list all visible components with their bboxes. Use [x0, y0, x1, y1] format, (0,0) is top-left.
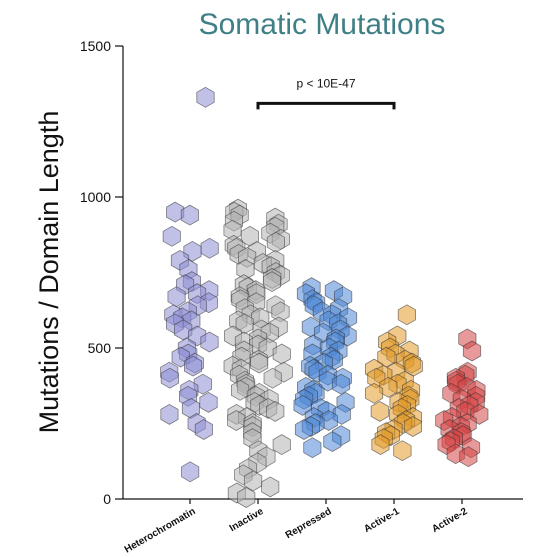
data-point-heterochromatin	[200, 331, 219, 353]
data-point-heterochromatin	[199, 391, 218, 413]
x-tick-label: Heterochromatin	[123, 506, 198, 556]
data-point-inactive	[227, 410, 246, 431]
data-point-active-1	[370, 400, 389, 422]
y-tick-label: 1500	[80, 38, 111, 54]
y-tick-label: 1000	[80, 189, 111, 205]
y-tick-label: 500	[88, 340, 112, 356]
data-point-repressed	[293, 394, 312, 416]
data-point-active-2	[459, 446, 478, 468]
data-points	[160, 86, 489, 508]
data-point-heterochromatin	[160, 403, 179, 425]
data-point-inactive	[250, 352, 269, 374]
data-point-heterochromatin	[183, 355, 203, 377]
y-tick-label: 0	[103, 491, 111, 507]
x-tick-label: Inactive	[228, 506, 266, 534]
data-point-heterochromatin	[166, 201, 185, 223]
data-point-heterochromatin	[196, 86, 215, 108]
p-value-label: p < 10E-47	[296, 76, 355, 90]
data-point-inactive	[230, 379, 250, 401]
data-point-heterochromatin	[181, 461, 200, 483]
data-point-repressed	[323, 431, 342, 453]
data-point-active-1	[403, 416, 423, 437]
data-point-active-1	[364, 382, 384, 404]
x-tick-label: Repressed	[284, 506, 334, 541]
significance-bracket	[256, 101, 396, 110]
data-point-heterochromatin	[180, 204, 199, 226]
data-point-heterochromatin	[194, 419, 213, 440]
data-point-inactive	[272, 434, 291, 456]
data-point-heterochromatin	[200, 237, 219, 259]
chart-title: Somatic Mutations	[199, 8, 446, 41]
data-point-inactive	[263, 367, 282, 389]
data-point-inactive	[244, 470, 263, 492]
y-ticks: 0 500 1000 1500	[80, 38, 123, 507]
data-point-inactive	[266, 400, 285, 422]
data-point-active-2	[462, 340, 482, 362]
significance-annotation: p < 10E-47	[256, 76, 396, 110]
x-tick-label: Active-1	[362, 506, 402, 535]
data-point-active-1	[379, 376, 398, 398]
data-point-repressed	[303, 437, 322, 459]
y-axis-label: Mutations / Domain Length	[34, 111, 64, 434]
data-point-repressed	[294, 419, 314, 440]
data-point-heterochromatin	[193, 373, 212, 395]
data-point-inactive	[261, 476, 280, 498]
data-point-inactive	[237, 487, 256, 508]
data-point-active-1	[397, 304, 417, 326]
data-point-active-1	[393, 440, 412, 462]
data-point-active-1	[404, 355, 423, 377]
x-ticks: Heterochromatin Inactive Repressed Active-1…	[123, 499, 470, 556]
data-point-heterochromatin	[162, 225, 181, 247]
x-tick-label: Active-2	[430, 506, 470, 535]
data-point-heterochromatin	[160, 367, 179, 389]
data-point-active-1	[371, 434, 390, 456]
data-point-repressed	[331, 373, 351, 395]
data-point-inactive	[262, 271, 282, 293]
